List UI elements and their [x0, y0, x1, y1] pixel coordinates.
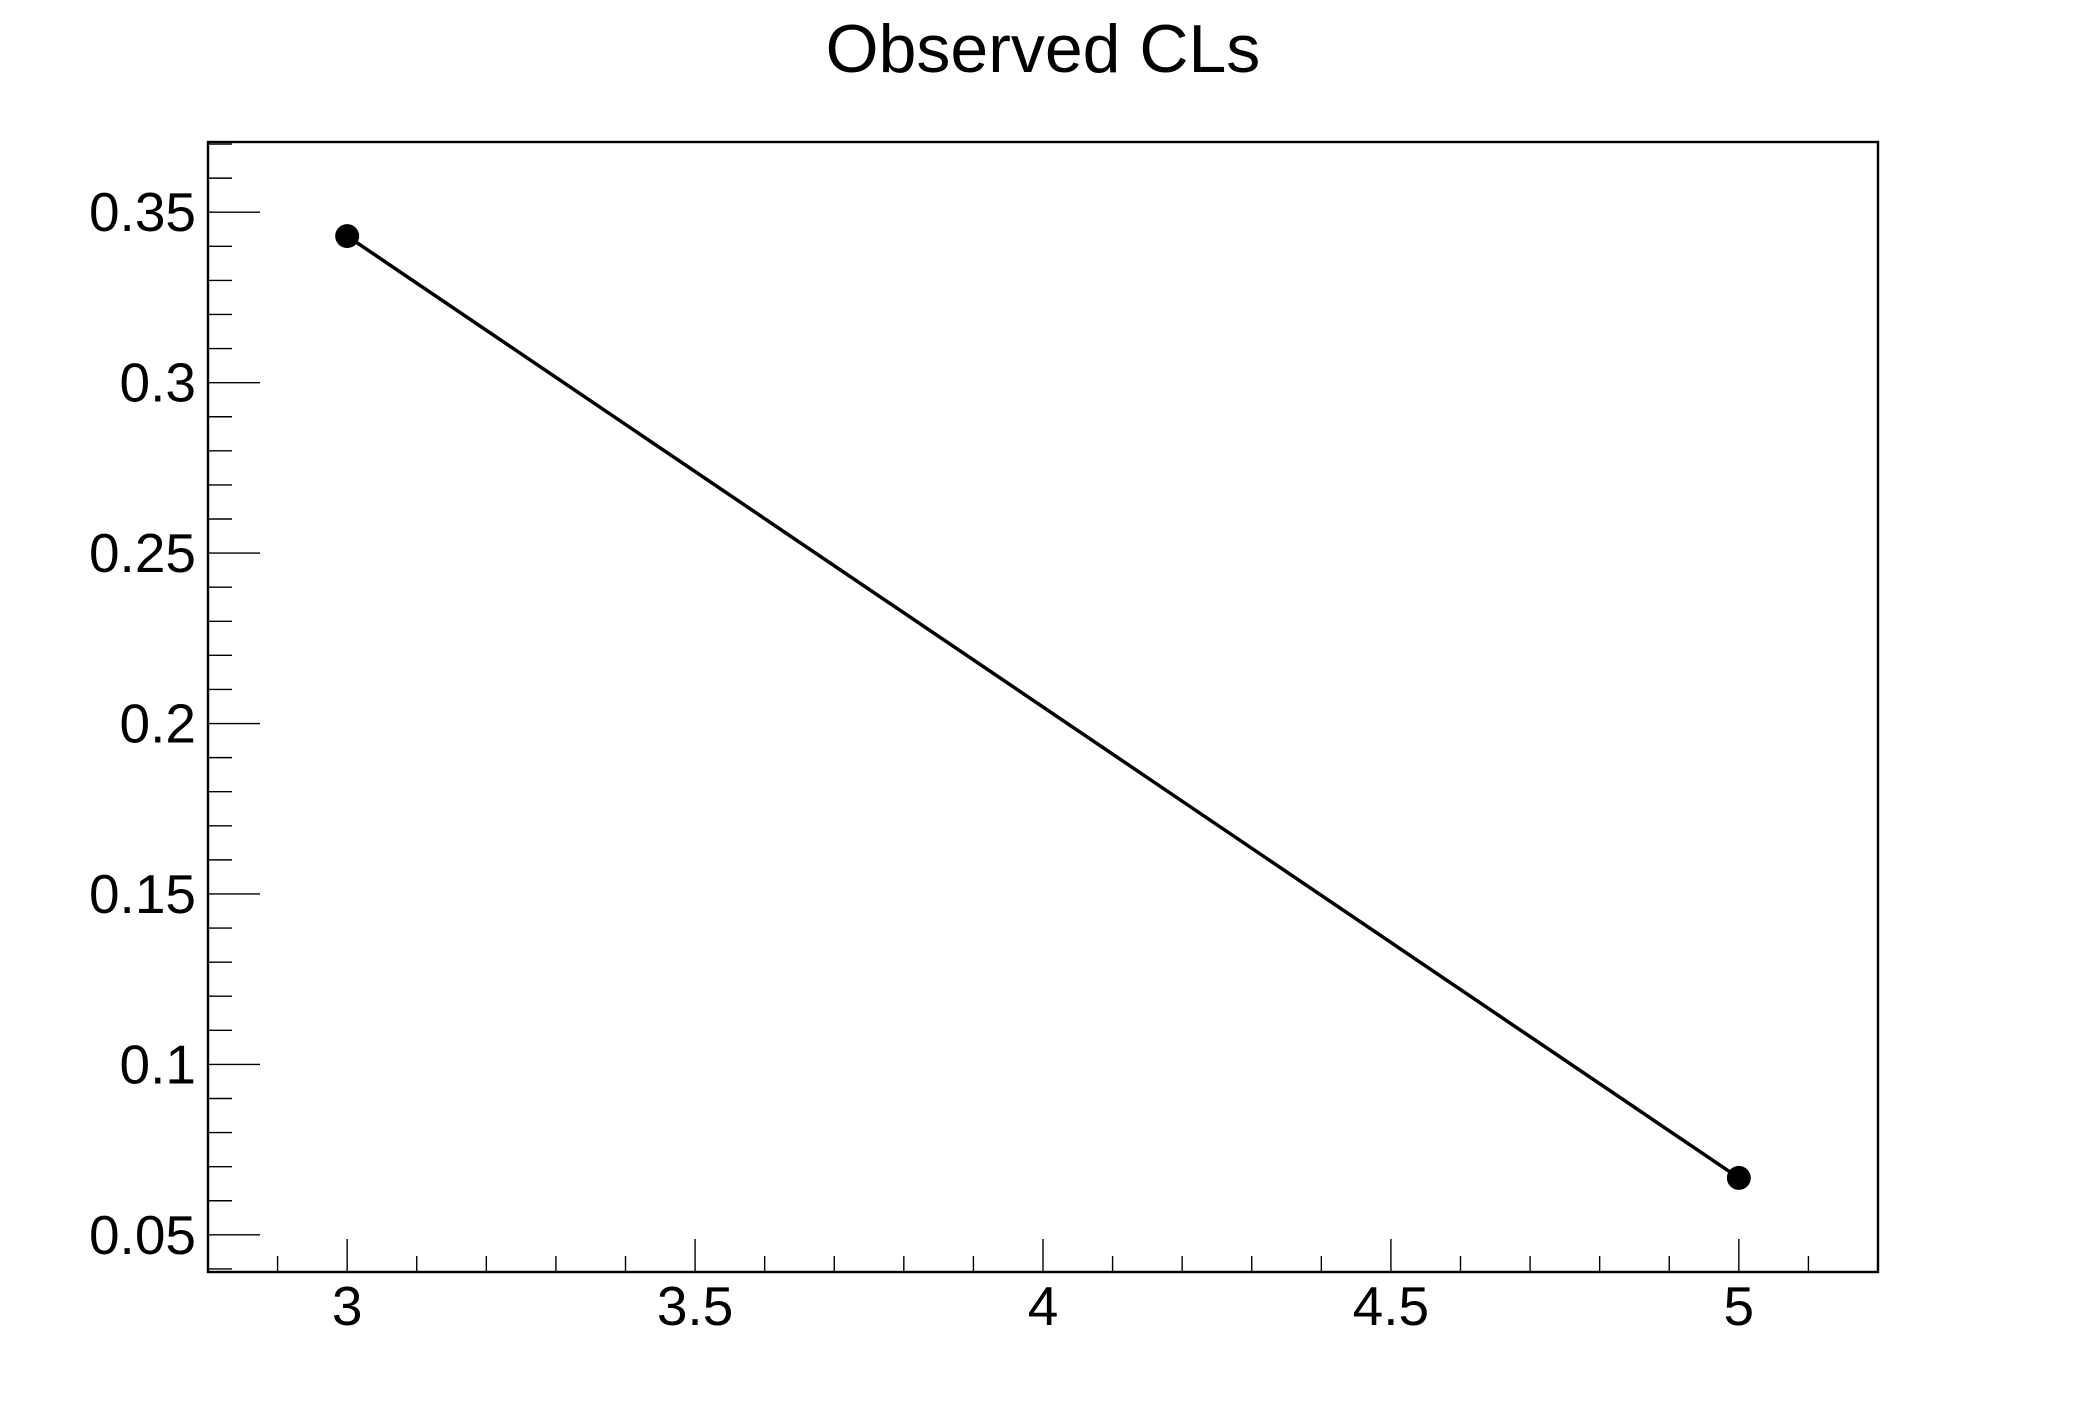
chart-title: Observed CLs — [825, 11, 1261, 87]
y-tick-label: 0.15 — [89, 863, 196, 925]
x-tick-label: 4.5 — [1353, 1275, 1429, 1337]
y-tick-label: 0.35 — [89, 181, 196, 243]
data-point-marker — [1726, 1165, 1751, 1190]
x-tick-label: 3.5 — [657, 1275, 733, 1337]
x-tick-label: 3 — [332, 1275, 363, 1337]
data-point-marker — [335, 224, 360, 249]
y-tick-label: 0.2 — [120, 693, 196, 755]
y-tick-label: 0.05 — [89, 1204, 196, 1266]
y-tick-label: 0.1 — [120, 1033, 196, 1095]
series-line — [346, 234, 1740, 1180]
y-tick-label: 0.25 — [89, 522, 196, 584]
y-tick-label: 0.3 — [120, 352, 196, 414]
x-tick-label: 5 — [1724, 1275, 1755, 1337]
x-tick-label: 4 — [1028, 1275, 1059, 1337]
